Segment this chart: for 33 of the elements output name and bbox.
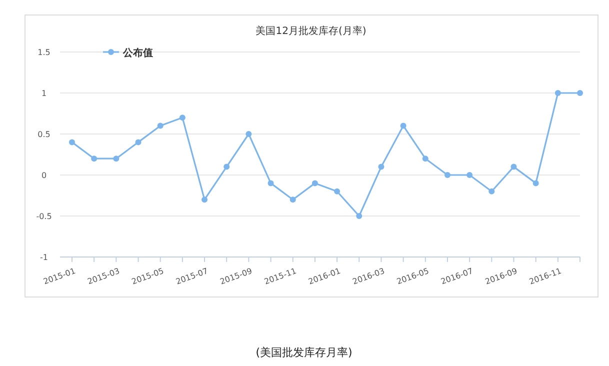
chart-title: 美国12月批发库存(月率) (256, 25, 366, 37)
point (246, 131, 252, 137)
legend-label: 公布值 (122, 47, 153, 59)
text: (美国批发库存月率) (256, 346, 352, 359)
point (466, 172, 473, 178)
point (91, 156, 98, 162)
point (400, 122, 406, 129)
point (224, 164, 230, 170)
point (312, 180, 318, 186)
y-tick-label: -0.5 (36, 212, 52, 221)
point (179, 114, 186, 121)
point (268, 180, 274, 186)
point (532, 180, 539, 186)
point (157, 122, 164, 129)
point (202, 196, 208, 203)
point (444, 172, 450, 178)
y-tick-label: 1.5 (38, 48, 50, 57)
y-tick-label: 1 (41, 89, 47, 98)
point (422, 156, 428, 162)
point (356, 213, 362, 219)
y-tick-label: 0.5 (38, 130, 50, 139)
y-tick-label: 0 (41, 171, 47, 180)
point (290, 196, 296, 203)
y-tick-label: -1 (40, 253, 48, 262)
point (334, 188, 340, 194)
point (135, 139, 142, 146)
point (488, 188, 495, 194)
point (554, 90, 561, 96)
point (69, 139, 75, 146)
point (378, 164, 384, 170)
point (113, 156, 120, 162)
point (510, 164, 517, 170)
point (577, 90, 583, 96)
